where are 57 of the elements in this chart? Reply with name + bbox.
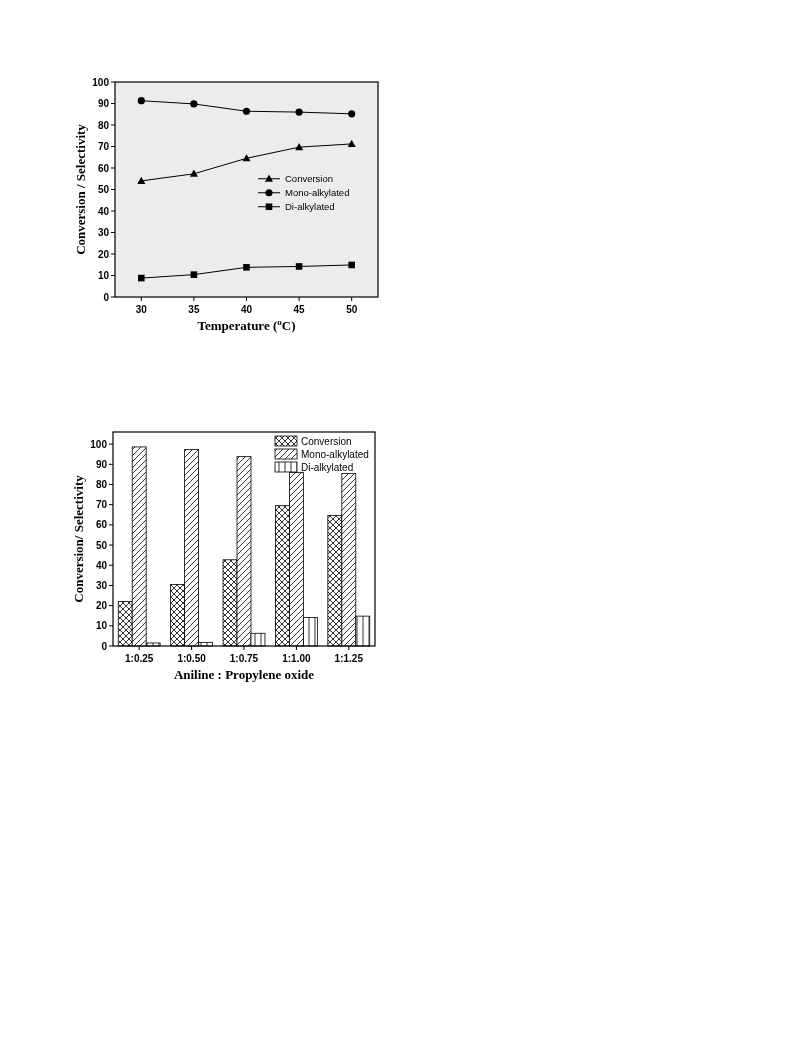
legend-label: Mono-alkylated [301, 448, 369, 460]
y-tick-label: 60 [95, 519, 108, 531]
y-tick-label: 30 [95, 579, 108, 591]
legend-label: Mono-alkylated [285, 187, 350, 199]
point [137, 97, 145, 105]
y-tick-label: 0 [103, 291, 110, 303]
y-tick-label: 90 [97, 98, 110, 109]
y-axis-title: Conversion/ Selectivity [71, 474, 86, 603]
y-tick-label: 50 [95, 539, 108, 551]
point [243, 264, 250, 271]
y-tick-label: 20 [97, 248, 110, 260]
y-tick-label: 20 [95, 600, 108, 612]
y-tick-label: 100 [90, 438, 108, 450]
y-tick-label: 90 [95, 458, 108, 470]
y-tick-label: 100 [92, 76, 110, 88]
y-tick-label: 80 [97, 119, 110, 131]
point [348, 261, 355, 269]
x-axis-title: Temperature ($^{o}$C) [197, 317, 296, 333]
point [242, 154, 251, 162]
y-tick-label: 30 [97, 227, 110, 238]
point [347, 139, 356, 147]
point [137, 176, 146, 184]
x-tick-label: 50 [346, 304, 358, 315]
y-tick-label: 70 [95, 499, 108, 511]
legend-label: Conversion [285, 173, 334, 185]
point [295, 263, 303, 270]
x-tick-label: 1:1.00 [282, 653, 312, 664]
x-tick-label: 1:1.25 [334, 653, 364, 664]
x-tick-label: 1:0.25 [125, 653, 154, 664]
x-tick-label: 35 [188, 304, 200, 315]
x-tick-label: 30 [135, 304, 148, 315]
y-tick-label: 0 [101, 640, 108, 652]
y-tick-label: 60 [97, 162, 110, 174]
x-tick-label: 40 [240, 304, 253, 315]
y-tick-label: 80 [95, 478, 108, 490]
y-tick-label: 10 [97, 270, 110, 281]
point [295, 142, 304, 151]
y-tick-label: 50 [97, 184, 110, 195]
legend-label: Conversion [301, 435, 352, 447]
y-tick-label: 70 [97, 141, 110, 152]
point [190, 271, 198, 278]
x-axis-title: Aniline : Propylene oxide [173, 667, 315, 682]
point [295, 108, 303, 116]
x-tick-label: 1:0.50 [177, 653, 207, 664]
point [138, 274, 145, 282]
x-tick-label: 45 [293, 304, 306, 315]
legend-label: Di-alkylated [285, 201, 335, 213]
y-tick-label: 40 [95, 559, 108, 571]
y-tick-label: 40 [97, 205, 110, 217]
point [348, 110, 356, 118]
y-axis-title: Conversion / Selectivity [73, 123, 88, 255]
y-tick-label: 10 [95, 620, 108, 632]
legend-label: Di-alkylated [301, 461, 354, 473]
x-tick-label: 1:0.75 [229, 653, 259, 664]
point [190, 100, 198, 108]
point [242, 107, 251, 115]
point [189, 169, 198, 177]
